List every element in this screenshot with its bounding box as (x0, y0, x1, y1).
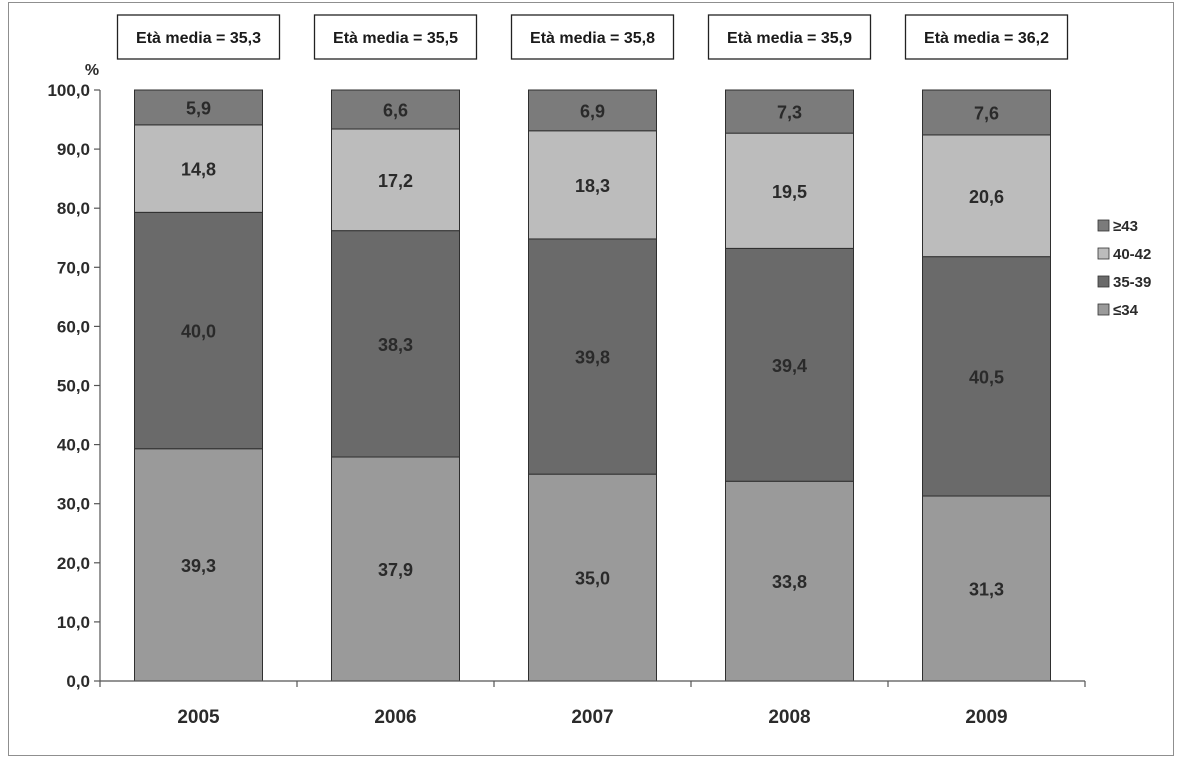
legend-label: 40-42 (1113, 246, 1151, 263)
y-tick-label: 0,0 (66, 672, 90, 691)
bar-segment (922, 89, 1051, 136)
annotation-text: Età media = 35,8 (530, 30, 655, 47)
legend-swatch (1097, 275, 1110, 288)
y-unit-label: % (85, 62, 99, 79)
y-tick-label: 60,0 (57, 317, 90, 336)
data-label: 33,8 (772, 572, 807, 592)
data-label: 40,0 (181, 322, 216, 342)
data-label: 5,9 (186, 98, 211, 118)
data-label: 37,9 (378, 560, 413, 580)
bar-segment (922, 134, 1051, 258)
y-tick-label: 100,0 (47, 81, 90, 100)
data-label: 7,6 (974, 103, 999, 123)
annotation-box (313, 14, 478, 60)
bar-segment (331, 89, 460, 130)
legend-label: 35-39 (1113, 274, 1151, 291)
x-tick-label: 2005 (177, 707, 220, 728)
annotation-box (707, 14, 872, 60)
bar-segment (528, 473, 657, 682)
bar-segment (134, 448, 263, 682)
data-label: 6,6 (383, 101, 408, 121)
bar-segment (922, 495, 1051, 682)
data-label: 6,9 (580, 101, 605, 121)
data-label: 18,3 (575, 176, 610, 196)
bar-segment (725, 89, 854, 134)
legend-label: ≤34 (1113, 302, 1139, 319)
data-label: 7,3 (777, 103, 802, 123)
bar-segment (331, 230, 460, 458)
annotation-text: Età media = 36,2 (924, 30, 1049, 47)
data-label: 39,3 (181, 556, 216, 576)
annotation-text: Età media = 35,5 (333, 30, 458, 47)
bar-segment (725, 480, 854, 682)
data-label: 17,2 (378, 171, 413, 191)
y-tick-label: 90,0 (57, 140, 90, 159)
bar-segment (528, 89, 657, 132)
x-tick-label: 2009 (965, 707, 1007, 728)
data-label: 20,6 (969, 187, 1004, 207)
legend: ≥43 40-42 35-39 ≤34 (1097, 218, 1151, 319)
bar-segment (725, 132, 854, 249)
data-label: 19,5 (772, 182, 807, 202)
bar-segment (922, 256, 1051, 497)
x-tick-label: 2007 (571, 707, 613, 728)
bar-segment (331, 128, 460, 232)
data-label: 38,3 (378, 335, 413, 355)
y-tick-label: 50,0 (57, 377, 90, 396)
data-label: 31,3 (969, 580, 1004, 600)
bar-segment (134, 89, 263, 126)
bar-segment (528, 238, 657, 475)
y-tick-label: 30,0 (57, 495, 90, 514)
annotation-box (904, 14, 1069, 60)
data-label: 14,8 (181, 160, 216, 180)
y-tick-label: 70,0 (57, 258, 90, 277)
legend-swatch (1097, 219, 1110, 232)
y-axis: 0,0 10,0 20,0 30,0 40,0 50,0 60,0 70,0 80,0 90,0 1… (47, 81, 101, 691)
legend-swatch (1097, 247, 1110, 260)
annotation-text: Età media = 35,3 (136, 30, 261, 47)
y-tick-label: 20,0 (57, 554, 90, 573)
legend-swatch (1097, 303, 1110, 316)
legend-label: ≥43 (1113, 218, 1138, 235)
x-axis: 2005 2006 2007 2008 2009 (99, 680, 1086, 728)
annotation-box (116, 14, 281, 60)
x-tick-label: 2006 (374, 707, 416, 728)
data-label: 39,8 (575, 348, 610, 368)
bar-segment (528, 130, 657, 240)
data-label: 39,4 (772, 356, 807, 376)
data-label: 35,0 (575, 569, 610, 589)
bar-segment (725, 247, 854, 482)
annotations-group: Età media = 35,3 Età media = 35,5 Età medi… (116, 14, 1069, 60)
annotation-box (510, 14, 675, 60)
data-label: 40,5 (969, 367, 1004, 387)
annotation-text: Età media = 35,9 (727, 30, 852, 47)
y-tick-label: 40,0 (57, 436, 90, 455)
y-tick-label: 80,0 (57, 199, 90, 218)
bars-group: 39,3 40,0 14,8 5,9 37,9 38,3 17,2 6,6 35,0 39,8 18… (134, 89, 1051, 682)
x-tick-label: 2008 (768, 707, 810, 728)
y-tick-label: 10,0 (57, 613, 90, 632)
